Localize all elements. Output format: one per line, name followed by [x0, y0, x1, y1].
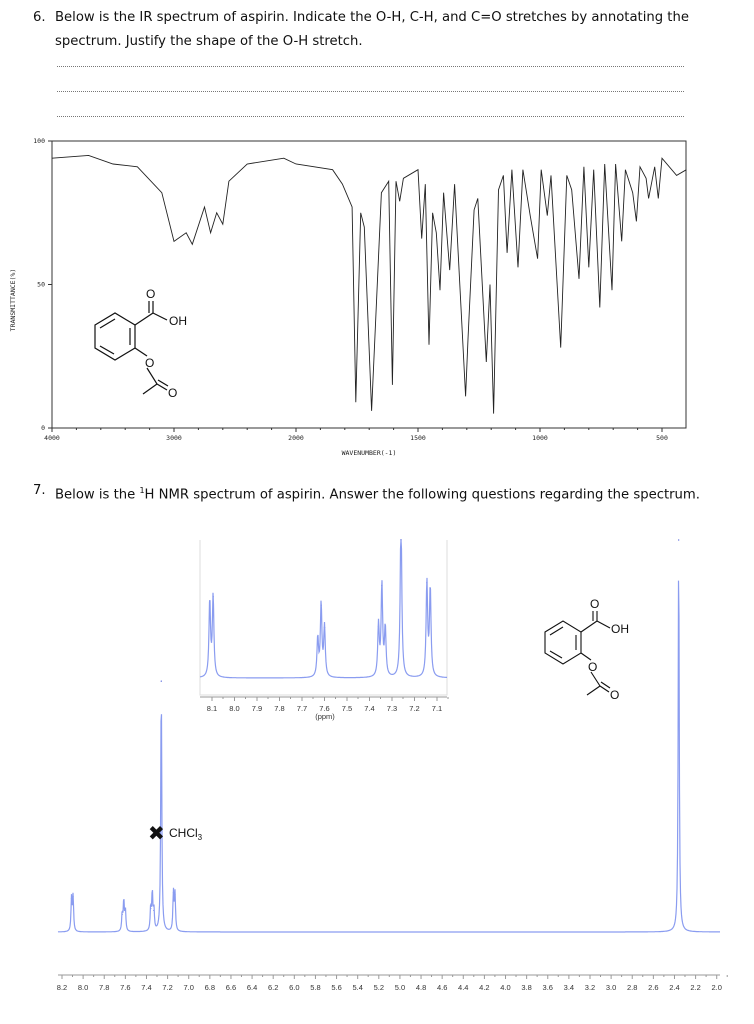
nmr-x-tick-label: 7.6 [120, 983, 130, 992]
nmr-x-tick-label: 7.4 [141, 983, 151, 992]
nmr-x-tick-label: 3.2 [585, 983, 595, 992]
nmr-x-tick-label: 2.0 [712, 983, 722, 992]
ir-y-tick-label: 50 [37, 281, 45, 289]
chcl3-subscript: 3 [198, 833, 203, 842]
ester-oxygen-label: O [588, 660, 597, 674]
nmr-peak [678, 539, 680, 541]
nmr-x-tick-label: 7.0 [184, 983, 194, 992]
text-post: H NMR spectrum of aspirin. Answer the fo… [144, 487, 700, 503]
nmr-x-tick-label: 4.2 [479, 983, 489, 992]
chcl3-text: CHCl [169, 826, 198, 840]
nmr-spectrum-chart: 8.2 8.0 7.8 7.6 7.4 7.2 7.0 6.8 6.6 6.4 6.2 6.0 5.8 5… [57, 539, 728, 992]
hydroxyl-label: OH [169, 314, 187, 328]
nmr-x-tick-label: 2.6 [648, 983, 658, 992]
inset-x-tick-label: 7.8 [274, 704, 284, 713]
inset-x-tick-label: 7.5 [342, 704, 352, 713]
ir-x-tick-label: 1000 [532, 434, 548, 442]
ir-y-axis-label: TRANSMITTANCE(%) [9, 269, 17, 332]
nmr-x-tick-label: 8.0 [78, 983, 88, 992]
inset-spectrum-line [199, 539, 447, 679]
inset-x-tick-label: 8.0 [229, 704, 239, 713]
nmr-x-tick-label: 6.8 [205, 983, 215, 992]
aspirin-structure-ir: O OH O O [94, 287, 187, 400]
nmr-x-tick-label: 3.0 [606, 983, 616, 992]
inset-x-tick-label: 7.1 [432, 704, 442, 713]
nmr-x-tick-label: 3.6 [543, 983, 553, 992]
hydroxyl-label: OH [611, 622, 629, 636]
aspirin-structure-nmr: O OH O O [544, 597, 629, 702]
nmr-x-tick-label: 3.4 [564, 983, 574, 992]
ir-plot-frame [51, 140, 687, 429]
nmr-x-tick-label: 3.8 [521, 983, 531, 992]
nmr-x-tick-label: 4.6 [437, 983, 447, 992]
nmr-x-tick-label: 6.4 [247, 983, 257, 992]
carbonyl-oxygen-label: O [590, 597, 599, 611]
ester-oxygen-label: O [145, 356, 154, 370]
question-text: Below is the 1H NMR spectrum of aspirin.… [55, 479, 715, 507]
question-text: Below is the IR spectrum of aspirin. Ind… [55, 10, 689, 49]
ir-x-tick-label: 3000 [166, 434, 182, 442]
ir-spectrum-chart: TRANSMITTANCE(%) WAVENUMBER(-1) 4000 3000… [9, 137, 687, 457]
carbonyl-oxygen-label: O [146, 287, 155, 301]
cross-icon: ✖ [148, 821, 165, 845]
inset-x-tick-label: 8.1 [207, 704, 217, 713]
ir-x-tick-label: 500 [656, 434, 668, 442]
nmr-x-tick-label: 8.2 [57, 983, 67, 992]
nmr-x-tick-label: 5.0 [395, 983, 405, 992]
ir-x-tick-label: 2000 [288, 434, 304, 442]
acetyl-oxygen-label: O [168, 386, 177, 400]
question-number: 7. [33, 483, 46, 498]
text-pre: Below is the [55, 487, 140, 503]
ir-y-tick-label: 100 [33, 137, 45, 145]
nmr-x-tick-label: 6.6 [226, 983, 236, 992]
nmr-x-tick-label: 2.2 [690, 983, 700, 992]
superscript: 1 [139, 486, 145, 495]
inset-frame [199, 540, 448, 696]
nmr-peak [160, 680, 162, 682]
nmr-x-tick-label: 4.0 [500, 983, 510, 992]
inset-x-tick-label: 7.9 [252, 704, 262, 713]
chcl3-label: CHCl3 [169, 826, 203, 842]
nmr-x-tick-label: 5.8 [310, 983, 320, 992]
answer-line[interactable] [57, 66, 684, 67]
ir-y-tick-label: 0 [41, 424, 45, 432]
nmr-x-tick-label: 4.8 [416, 983, 426, 992]
inset-x-tick-label: 7.4 [364, 704, 374, 713]
nmr-x-tick-label: 2.8 [627, 983, 637, 992]
ir-spectrum-line [51, 154, 687, 414]
nmr-x-tick-label: 6.0 [289, 983, 299, 992]
nmr-x-tick-label: 4.4 [458, 983, 468, 992]
inset-x-axis-label: (ppm) [315, 712, 335, 721]
ir-x-tick-label: 1500 [410, 434, 426, 442]
nmr-inset-chart: 8.1 8.0 7.9 7.8 7.7 7.6 7.5 7.4 7.3 7.2 7.1 (ppm) [199, 539, 449, 721]
nmr-x-tick-label: 5.6 [331, 983, 341, 992]
answer-line[interactable] [57, 91, 684, 92]
question-number: 6. [33, 10, 46, 25]
nmr-x-tick-label: 7.2 [162, 983, 172, 992]
inset-x-tick-label: 7.6 [319, 704, 329, 713]
nmr-x-tick-label: 2.4 [669, 983, 679, 992]
nmr-x-tick-label: 5.4 [352, 983, 362, 992]
inset-x-tick-label: 7.3 [387, 704, 397, 713]
ir-x-axis-label: WAVENUMBER(-1) [342, 449, 397, 457]
nmr-x-tick-label: 6.2 [268, 983, 278, 992]
inset-x-tick-label: 7.2 [409, 704, 419, 713]
answer-line[interactable] [57, 116, 684, 117]
chcl3-annotation: ✖ CHCl3 [148, 821, 203, 845]
nmr-x-tick-label: 7.8 [99, 983, 109, 992]
nmr-x-tick-label: 5.2 [374, 983, 384, 992]
nmr-spectrum-line [57, 580, 720, 933]
inset-x-tick-label: 7.7 [297, 704, 307, 713]
acetyl-oxygen-label: O [610, 688, 619, 702]
ir-x-tick-label: 4000 [44, 434, 60, 442]
